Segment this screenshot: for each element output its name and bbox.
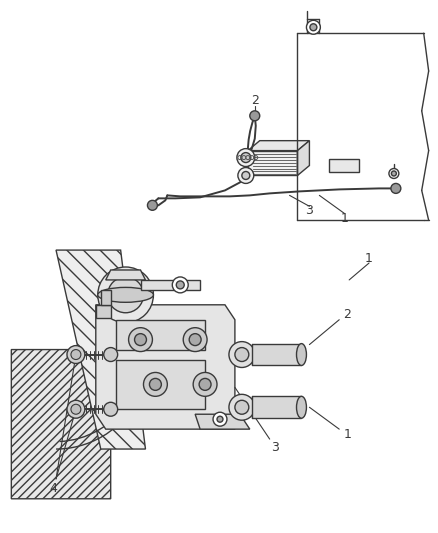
Text: 1: 1 [340, 212, 348, 225]
Ellipse shape [241, 152, 251, 163]
Ellipse shape [67, 400, 85, 418]
Polygon shape [297, 141, 309, 175]
Polygon shape [11, 350, 111, 499]
Circle shape [250, 111, 260, 121]
Polygon shape [96, 305, 111, 318]
Ellipse shape [229, 394, 255, 420]
Text: 1: 1 [343, 427, 351, 441]
Circle shape [176, 281, 184, 289]
Ellipse shape [297, 397, 307, 418]
Polygon shape [195, 414, 250, 429]
Ellipse shape [98, 287, 153, 302]
Circle shape [310, 24, 317, 31]
Circle shape [129, 328, 152, 352]
Circle shape [172, 277, 188, 293]
Text: 4: 4 [49, 482, 57, 495]
Circle shape [391, 183, 401, 193]
Ellipse shape [389, 168, 399, 179]
Polygon shape [252, 397, 301, 418]
Ellipse shape [67, 345, 85, 364]
Polygon shape [56, 250, 145, 449]
Circle shape [213, 412, 227, 426]
Text: 3: 3 [271, 441, 279, 454]
Text: 1: 1 [365, 252, 373, 264]
Ellipse shape [71, 404, 81, 414]
Ellipse shape [242, 172, 250, 180]
Polygon shape [96, 305, 235, 429]
Circle shape [199, 378, 211, 390]
Bar [116, 360, 205, 409]
Text: 2: 2 [251, 94, 259, 107]
Ellipse shape [229, 342, 255, 367]
Polygon shape [252, 344, 301, 366]
Ellipse shape [392, 171, 396, 176]
Bar [248, 151, 297, 175]
Bar [116, 320, 205, 350]
Ellipse shape [297, 344, 307, 366]
Circle shape [134, 334, 146, 345]
Circle shape [183, 328, 207, 352]
Circle shape [189, 334, 201, 345]
Circle shape [193, 373, 217, 397]
Ellipse shape [235, 348, 249, 361]
Polygon shape [141, 280, 200, 290]
Ellipse shape [71, 350, 81, 360]
Ellipse shape [237, 149, 255, 166]
Circle shape [307, 20, 320, 34]
Circle shape [98, 267, 153, 322]
Circle shape [149, 378, 161, 390]
Text: 2: 2 [343, 308, 351, 321]
Circle shape [108, 277, 144, 313]
Circle shape [217, 416, 223, 422]
Circle shape [104, 348, 118, 361]
Bar [329, 158, 359, 173]
Polygon shape [101, 290, 111, 305]
Circle shape [104, 402, 118, 416]
Polygon shape [106, 270, 145, 280]
Ellipse shape [235, 400, 249, 414]
Ellipse shape [238, 167, 254, 183]
Text: 3: 3 [305, 204, 313, 217]
Polygon shape [248, 141, 309, 151]
Circle shape [148, 200, 157, 211]
Circle shape [144, 373, 167, 397]
